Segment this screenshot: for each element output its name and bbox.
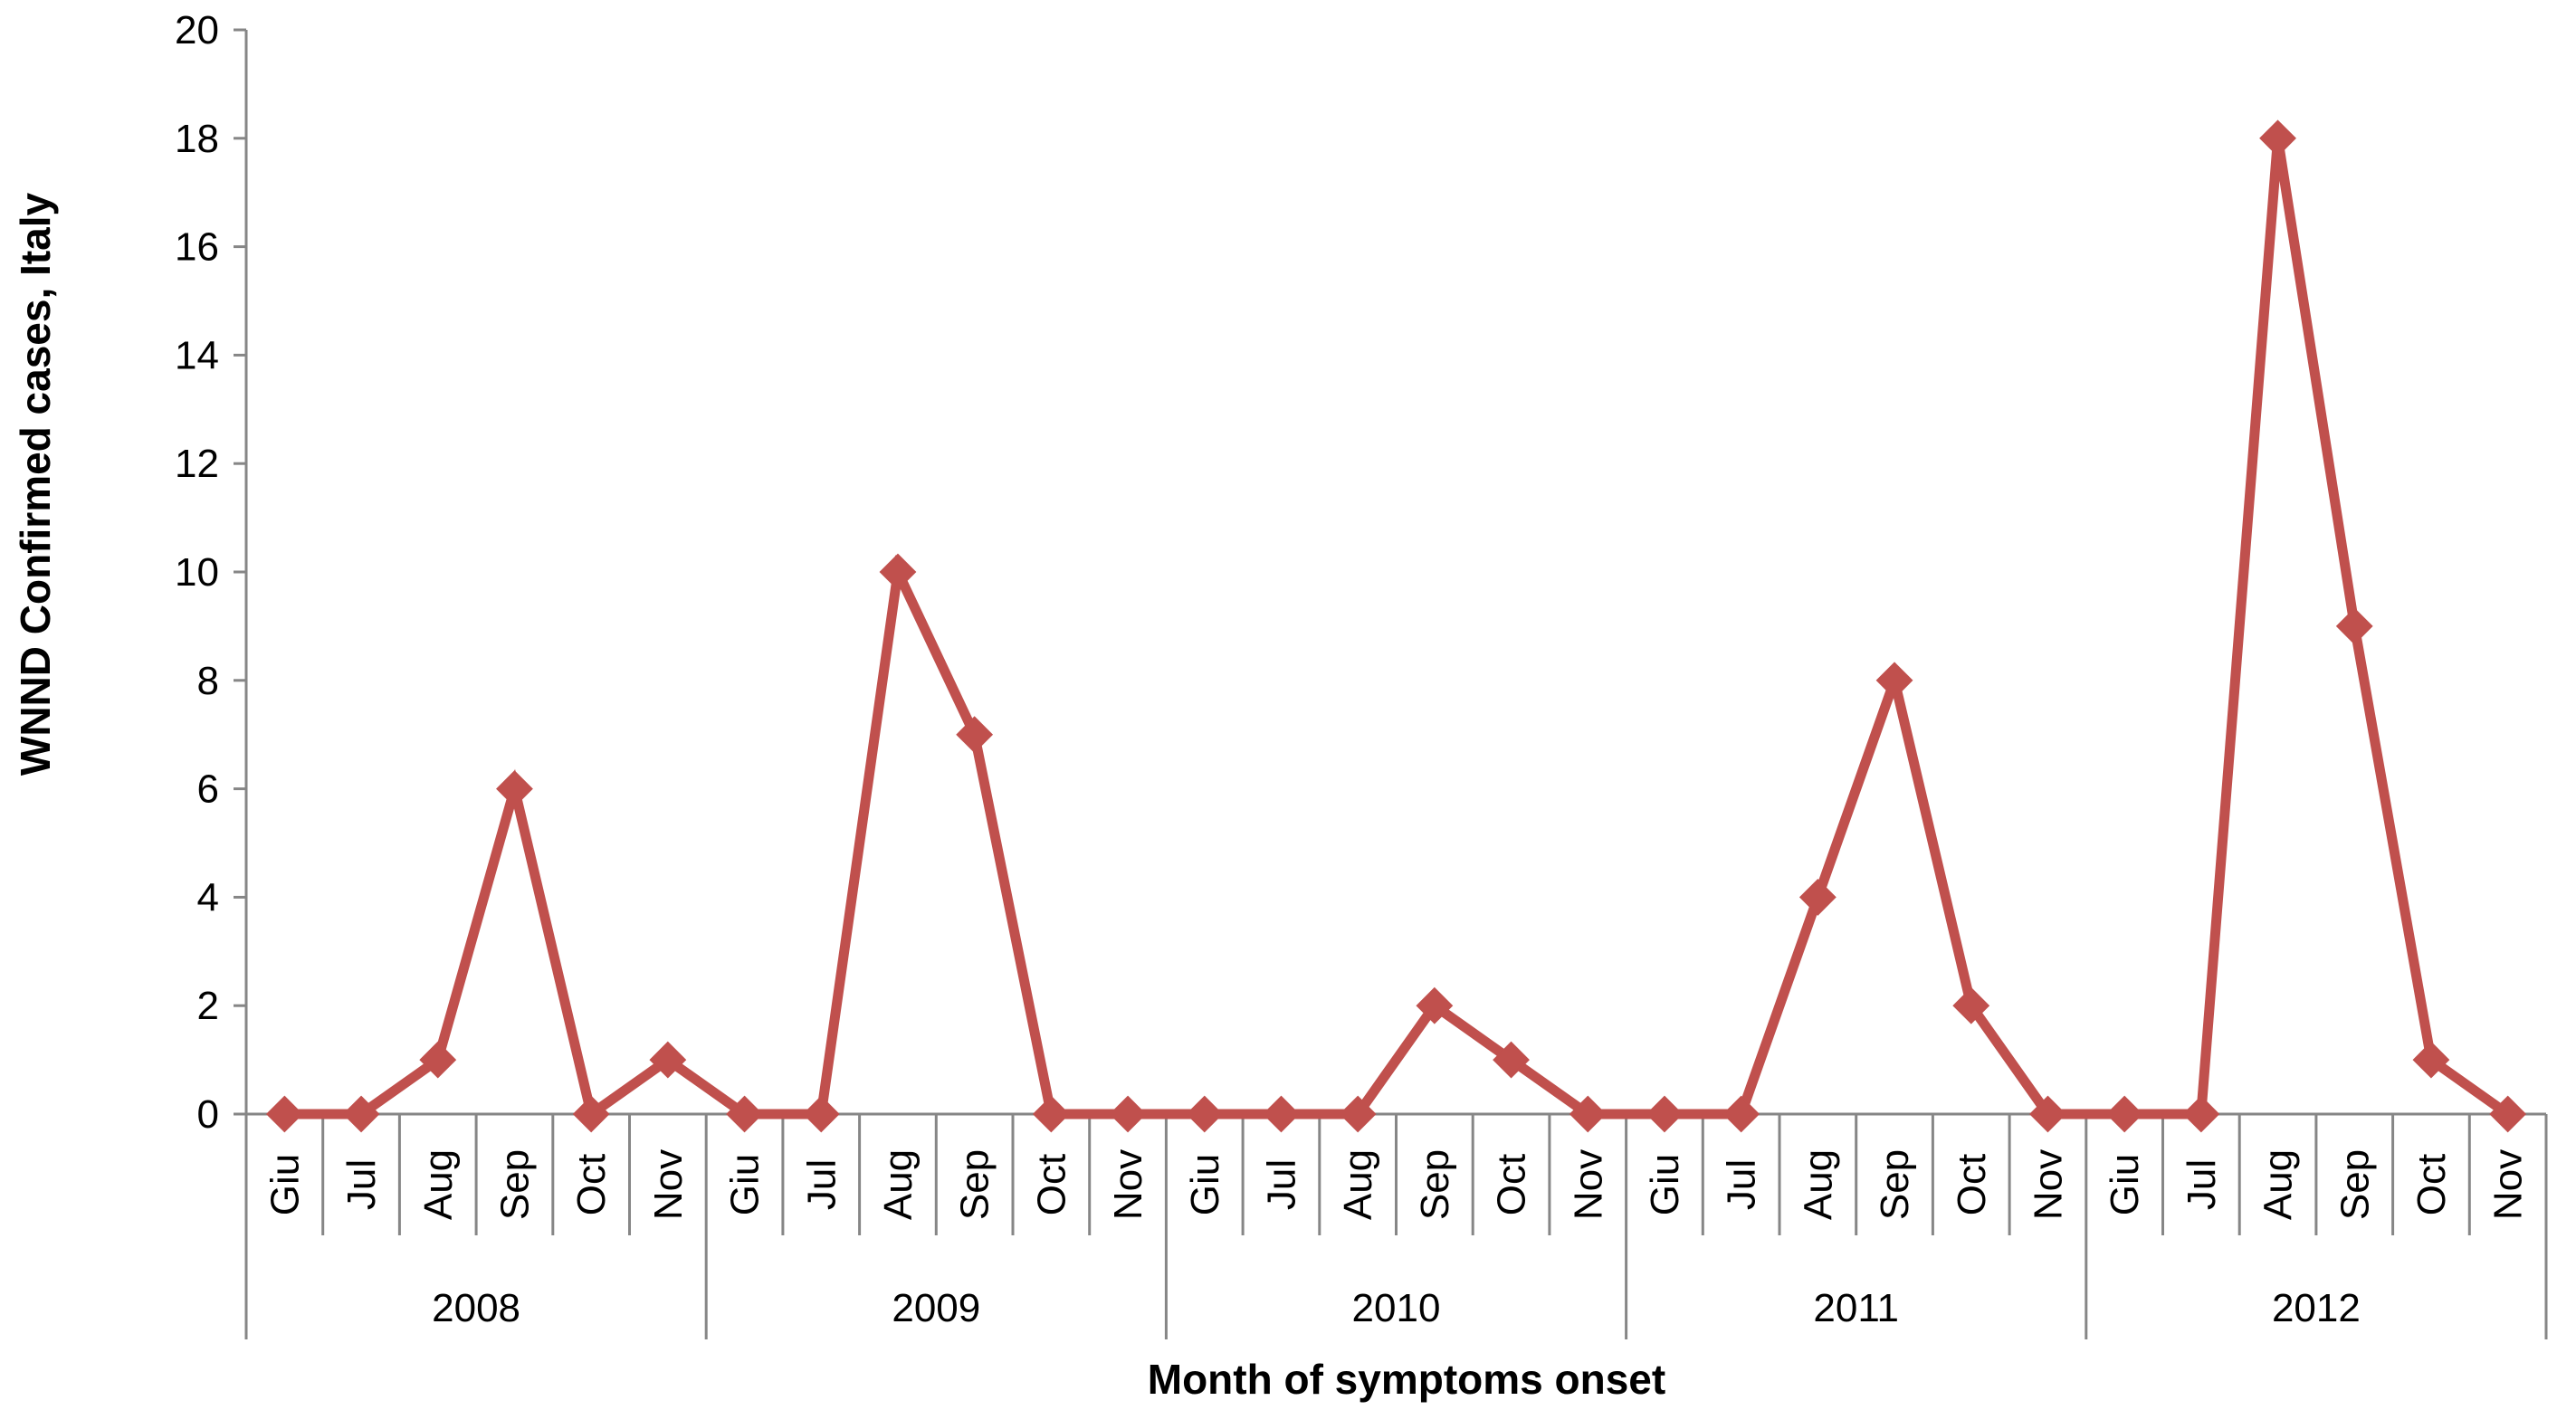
x-tick-label: Giu [1643, 1154, 1687, 1215]
data-point [265, 1095, 303, 1133]
data-point [879, 553, 917, 591]
x-tick-label: Jul [2180, 1159, 2224, 1210]
data-point [1109, 1095, 1147, 1133]
data-point [2029, 1095, 2066, 1133]
data-point [1722, 1095, 1760, 1133]
y-tick-label: 6 [197, 767, 219, 812]
year-label: 2010 [1352, 1286, 1441, 1330]
data-point [342, 1095, 380, 1133]
data-point [2489, 1095, 2527, 1133]
x-axis-title: Month of symptoms onset [1148, 1356, 1665, 1403]
x-tick-label: Oct [2409, 1154, 2454, 1215]
y-tick-label: 16 [175, 225, 219, 270]
x-tick-label: Oct [1490, 1154, 1534, 1215]
y-tick-label: 4 [197, 875, 219, 919]
x-tick-label: Aug [2256, 1149, 2301, 1220]
x-tick-label: Jul [339, 1159, 384, 1210]
x-tick-label: Aug [876, 1149, 921, 1220]
series-line-path [284, 137, 2511, 1123]
data-point [1569, 1095, 1607, 1133]
y-tick-label: 10 [175, 550, 219, 595]
x-tick-label: Giu [2103, 1154, 2147, 1215]
data-point [496, 770, 533, 808]
year-label: 2008 [432, 1286, 520, 1330]
year-label: 2011 [1813, 1286, 1899, 1330]
x-tick-label: Jul [799, 1159, 844, 1210]
x-tick-label: Nov [2486, 1149, 2531, 1220]
data-point [2259, 119, 2296, 157]
data-point [956, 716, 994, 754]
x-tick-label: Giu [262, 1154, 307, 1215]
y-tick-label: 0 [197, 1092, 219, 1137]
x-tick-label: Sep [492, 1149, 537, 1220]
year-label: 2009 [892, 1286, 980, 1330]
data-point [2335, 607, 2373, 645]
data-point [802, 1095, 840, 1133]
y-tick-label: 20 [175, 8, 219, 52]
data-point [1263, 1095, 1300, 1133]
x-tick-label: Oct [569, 1154, 614, 1215]
y-tick-label: 12 [175, 442, 219, 486]
data-point [1032, 1095, 1070, 1133]
data-point [726, 1095, 763, 1133]
x-tick-label: Nov [1566, 1149, 1610, 1220]
data-point [419, 1041, 457, 1079]
data-point [1875, 662, 1913, 700]
data-point [649, 1041, 687, 1079]
data-point [2182, 1095, 2220, 1133]
year-label: 2012 [2272, 1286, 2361, 1330]
x-tick-label: Aug [1336, 1149, 1380, 1220]
data-point [1339, 1095, 1377, 1133]
x-tick-label: Jul [1720, 1159, 1764, 1210]
x-axis: Giu Jul Aug Sep Oct Nov Giu Jul Aug Sep Oct Nov Giu J… [244, 1112, 2548, 1339]
data-point [2105, 1095, 2143, 1133]
data-point [1416, 986, 1454, 1024]
x-tick-label: Nov [646, 1149, 691, 1220]
x-tick-label: Oct [1029, 1154, 1073, 1215]
data-point [572, 1095, 610, 1133]
x-tick-label: Sep [953, 1149, 997, 1220]
x-tick-label: Giu [723, 1154, 768, 1215]
data-point [2412, 1041, 2450, 1079]
y-tick-label: 14 [175, 333, 219, 377]
x-tick-label: Aug [1796, 1149, 1840, 1220]
y-axis: 0 2 4 6 8 10 12 14 16 18 20 [175, 8, 248, 1137]
x-tick-label: Oct [1950, 1154, 1994, 1215]
x-tick-label: Sep [1873, 1149, 1917, 1220]
series-line [265, 119, 2527, 1133]
x-tick-label: Jul [1259, 1159, 1303, 1210]
x-tick-label: Nov [1106, 1149, 1150, 1220]
x-tick-label: Nov [2026, 1149, 2070, 1220]
data-point [1798, 878, 1837, 916]
x-tick-label: Aug [416, 1149, 461, 1220]
data-point [1952, 986, 1990, 1024]
y-tick-label: 18 [175, 117, 219, 161]
x-tick-label: Sep [2333, 1149, 2377, 1220]
data-point [1186, 1095, 1224, 1133]
data-point [1646, 1095, 1684, 1133]
x-tick-label: Sep [1413, 1149, 1457, 1220]
data-point [1493, 1041, 1530, 1079]
y-axis-title: WNND Confirmed cases, Italy [12, 193, 59, 776]
y-tick-label: 8 [197, 659, 219, 703]
x-tick-label: Giu [1183, 1154, 1227, 1215]
y-tick-label: 2 [197, 984, 219, 1028]
